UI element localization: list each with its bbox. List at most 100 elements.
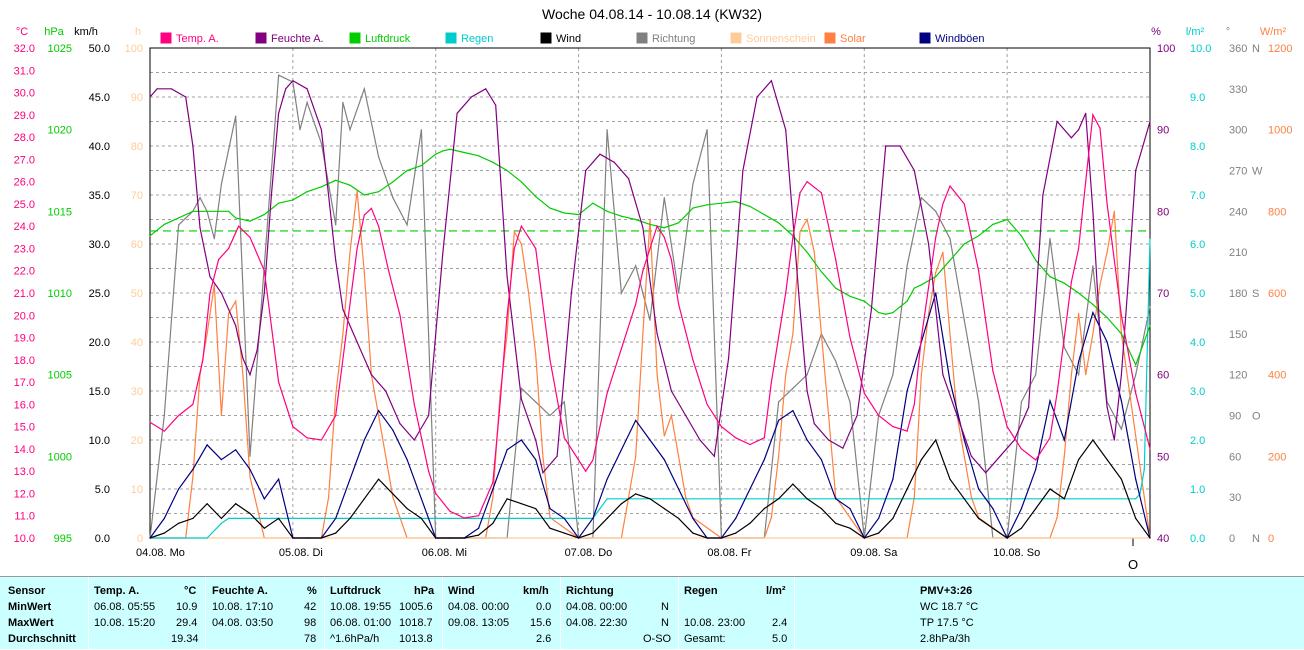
- data-point: [306, 191, 308, 193]
- rain-tick-label: 6.0: [1190, 239, 1205, 251]
- data-point: [570, 292, 573, 294]
- data-point: [706, 204, 708, 206]
- data-point: [1063, 439, 1065, 441]
- data-point: [892, 478, 894, 480]
- rain-tick-label: 1.0: [1190, 484, 1205, 496]
- wind-tick-label: 0.0: [95, 533, 110, 545]
- data-point: [642, 227, 644, 229]
- data-point: [192, 476, 194, 478]
- data-point: [970, 496, 973, 498]
- data-point: [199, 227, 201, 229]
- data-point: [249, 512, 251, 515]
- data-point: [506, 333, 508, 335]
- data-point: [1106, 406, 1108, 408]
- data-point: [913, 169, 915, 172]
- data-point: [906, 390, 908, 392]
- data-point: [320, 517, 322, 520]
- direction-header: Richtung: [566, 585, 614, 597]
- data-point: [599, 153, 601, 155]
- temp-header: Temp. A.: [94, 585, 140, 597]
- data-point: [235, 503, 237, 505]
- data-point: [820, 508, 823, 510]
- data-point: [278, 517, 280, 520]
- data-point: [1135, 364, 1137, 366]
- data-point: [1142, 145, 1144, 147]
- pressure-tick-label: 1005: [48, 370, 72, 382]
- data-point: [349, 184, 351, 186]
- rain-tick-label: 3.0: [1190, 386, 1205, 398]
- data-point: [928, 243, 930, 245]
- data-point: [720, 537, 723, 539]
- temp-min-val: 10.9: [176, 601, 198, 613]
- temp-tick-label: 17.0: [14, 377, 35, 389]
- data-point: [1006, 498, 1008, 500]
- data-point: [799, 192, 801, 194]
- data-point: [1128, 276, 1130, 278]
- data-point: [1006, 426, 1008, 428]
- solar-tick-label: 0: [1268, 533, 1274, 545]
- temp-tick-label: 27.0: [14, 154, 35, 166]
- direction-tick-label: 240: [1229, 206, 1247, 218]
- sunshine-unit-label: h: [135, 26, 141, 38]
- data-point: [913, 496, 915, 498]
- data-point: [835, 259, 837, 261]
- data-point: [228, 247, 230, 250]
- data-point: [849, 527, 851, 529]
- data-point: [1120, 314, 1122, 316]
- data-point: [663, 435, 665, 437]
- data-point: [670, 259, 673, 261]
- data-point: [206, 210, 208, 212]
- data-point: [535, 247, 537, 250]
- data-point: [606, 517, 608, 520]
- data-point: [1135, 478, 1137, 480]
- data-point: [992, 527, 994, 529]
- data-point: [628, 178, 630, 180]
- data-point: [492, 496, 494, 498]
- data-point: [356, 341, 358, 343]
- data-point: [149, 235, 151, 237]
- wind-tick-label: 15.0: [89, 386, 110, 398]
- data-point: [856, 414, 858, 417]
- data-point: [685, 496, 687, 498]
- sunshine-tick-label: 70: [131, 190, 143, 202]
- data-point: [920, 284, 923, 286]
- data-point: [170, 88, 172, 90]
- data-point: [820, 459, 823, 461]
- humidity-min-time: 10.08. 17:10: [212, 601, 274, 613]
- humidity-tick-label: 60: [1157, 370, 1169, 382]
- data-point: [535, 459, 537, 461]
- data-point: [392, 493, 394, 495]
- pressure-tick-label: 1025: [48, 43, 72, 55]
- data-point: [970, 455, 973, 457]
- solar-unit-label: W/m²: [1260, 26, 1287, 38]
- data-point: [635, 303, 637, 305]
- data-point: [1063, 498, 1065, 500]
- data-point: [163, 223, 165, 225]
- temp-tick-label: 21.0: [14, 288, 35, 300]
- wind-max-time: 09.08. 13:05: [448, 617, 510, 629]
- pressure-unit-label: hPa: [44, 26, 64, 38]
- data-point: [678, 292, 680, 294]
- data-point: [492, 161, 494, 163]
- data-point: [1035, 459, 1037, 461]
- rain-tick-label: 2.0: [1190, 435, 1205, 447]
- direction-unit-label: °: [1226, 26, 1230, 38]
- data-point: [385, 455, 387, 457]
- data-point: [163, 430, 165, 432]
- data-point: [478, 534, 480, 536]
- data-point: [342, 308, 344, 310]
- data-point: [1092, 333, 1094, 335]
- pressure-tick-label: 1015: [48, 206, 72, 218]
- data-point: [1099, 333, 1101, 335]
- data-point: [1085, 374, 1087, 376]
- chart-title: Woche 04.08.14 - 10.08.14 (KW32): [542, 6, 762, 22]
- temp-tick-label: 32.0: [14, 43, 35, 55]
- data-point: [820, 271, 823, 273]
- data-point: [206, 333, 208, 335]
- temp-tick-label: 20.0: [14, 310, 35, 322]
- data-point: [549, 508, 551, 510]
- data-point: [192, 403, 194, 405]
- temp-tick-label: 18.0: [14, 355, 35, 367]
- data-point: [213, 238, 215, 240]
- data-point: [449, 148, 451, 150]
